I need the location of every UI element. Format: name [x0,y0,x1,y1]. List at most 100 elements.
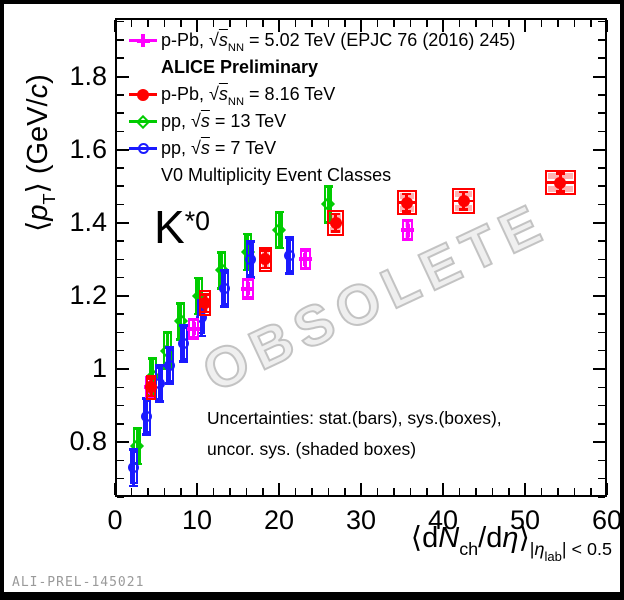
stat-error-cap [243,296,253,299]
y-tick-label: 1.2 [69,279,107,310]
x-major-tick [114,483,116,495]
stat-error-cap [555,172,565,175]
data-marker-filled-circle-icon [329,216,342,229]
stat-error-cap [148,357,158,360]
y-minor-tick [117,313,124,315]
x-minor-tick-top [491,20,494,27]
data-marker-open-circle-icon [137,143,149,154]
stat-error-cap [220,269,230,272]
y-minor-tick-right [598,185,605,187]
data-marker-open-circle-icon [284,250,296,262]
legend-label: ALICE Preliminary [161,57,319,77]
data-marker-plus-icon [245,282,250,296]
data-marker-plus-icon [141,34,145,47]
y-minor-tick-right [598,276,605,279]
stat-error-cap [129,484,139,488]
x-minor-tick [508,488,510,495]
stat-error-cap [245,276,255,279]
legend-label: pp, √s = 13 TeV [161,111,287,131]
x-tick-label: 60 [591,505,623,535]
stat-error-cap [165,382,175,385]
stat-error-cap [402,210,412,213]
stat-error-cap [274,210,284,214]
x-minor-tick [491,488,494,495]
y-minor-tick-right [598,20,605,23]
y-minor-tick-right [598,94,605,96]
x-major-tick [442,483,444,495]
stat-error-bar [135,427,139,465]
x-minor-tick [573,488,576,495]
data-marker-open-circle-icon [244,253,256,265]
x-minor-tick [180,488,182,495]
y-major-tick-right [593,75,605,78]
stat-error-bar [277,211,281,249]
x-axis-label: ⟨dNch/dη⟩|ηlab| < 0.5 [410,522,612,564]
stat-error-cap [129,448,139,451]
x-minor-tick-top [426,20,428,27]
stat-error-cap [403,219,413,223]
stat-error-cap [179,324,189,327]
y-minor-tick [117,203,124,206]
stat-error-cap [142,433,152,436]
stat-error-cap [200,293,210,296]
legend: p-Pb, √sNN = 5.02 TeV (EPJC 76 (2016) 24… [127,27,515,189]
x-minor-tick-top [508,20,510,27]
legend-row: pp, √s = 13 TeV [127,108,515,135]
legend-label: V0 Multiplicity Event Classes [161,165,392,185]
stat-error-cap [194,276,204,280]
y-minor-tick [117,331,124,334]
y-minor-tick-right [598,57,605,59]
legend-row: p-Pb, √sNN = 5.02 TeV (EPJC 76 (2016) 24… [127,27,515,54]
stat-error-cap [154,364,164,367]
figure-id: ALI-PREL-145021 [12,575,145,590]
y-minor-tick [117,39,124,41]
y-tick-label: 1.6 [69,133,107,164]
x-minor-tick-top [393,20,395,27]
y-minor-tick-right [598,331,605,334]
data-marker-diamond-icon [135,114,151,129]
y-major-tick-right [593,148,605,151]
plot-frame [115,18,607,497]
y-minor-tick-right [598,39,605,41]
x-minor-tick-top [311,20,313,27]
stat-error-cap [245,240,255,243]
stat-error-cap [217,251,227,254]
x-minor-tick [540,488,543,495]
x-minor-tick [376,488,379,495]
stat-error-cap [162,331,172,334]
x-minor-tick [557,488,559,495]
stat-error-cap [243,232,253,236]
y-minor-tick-right [598,112,605,114]
y-minor-tick-right [598,167,605,169]
y-minor-tick [117,423,124,425]
plot-paper: OBSOLETE ⟨pT⟩ (GeV/c) ⟨dNch/dη⟩|ηlab| < … [4,4,622,592]
stat-error-cap [220,305,230,308]
data-marker-open-circle-icon [178,337,190,349]
legend-error-bar [129,120,157,123]
x-minor-tick [212,488,215,495]
stat-error-cap [331,212,341,216]
y-minor-tick-right [598,496,605,498]
x-major-tick-top [360,20,362,32]
y-major-tick-right [593,441,605,444]
y-minor-tick [117,349,124,352]
y-minor-tick-right [598,477,605,480]
y-minor-tick [117,94,124,96]
x-tick-label: 50 [509,505,541,535]
y-minor-tick-right [598,203,605,206]
y-minor-tick [117,240,124,242]
stat-error-cap [260,266,270,270]
x-minor-tick-top [573,20,576,27]
x-minor-tick-top [294,20,297,27]
y-major-tick-right [593,221,605,224]
x-minor-tick-top [262,20,264,27]
legend-marker [127,111,161,133]
legend-label: p-Pb, √sNN = 5.02 TeV (EPJC 76 (2016) 24… [161,30,516,55]
stat-error-bar [179,303,183,340]
y-minor-tick [117,130,124,133]
x-tick-label: 20 [263,505,295,535]
x-major-tick [360,483,362,495]
stat-error-cap [323,185,333,188]
y-major-tick [117,368,129,371]
